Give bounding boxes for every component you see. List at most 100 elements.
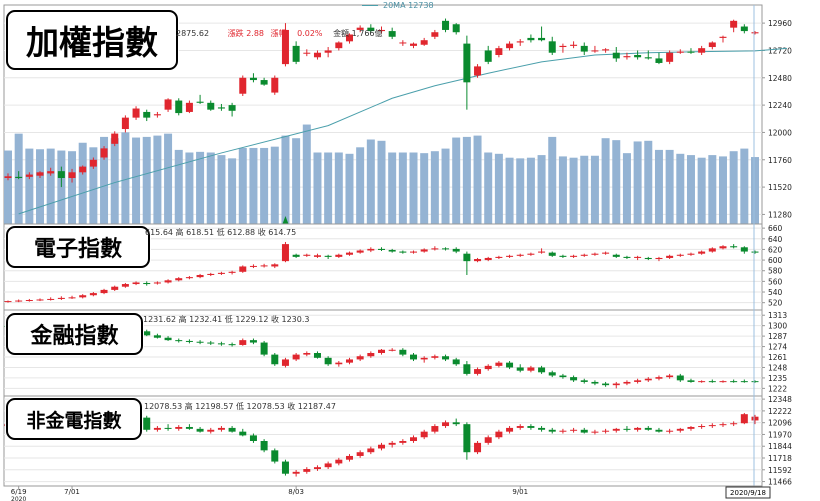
candle-body — [516, 254, 524, 256]
candle-body — [410, 354, 418, 360]
candle-body — [121, 117, 129, 130]
candle-body — [538, 251, 546, 253]
volume-bar — [516, 158, 525, 224]
candle-body — [602, 252, 610, 254]
candle-body — [548, 252, 556, 256]
panel-info-taiex: 2875.62 漲跌 2.88 漲幅 0.02% 金額 1,766億 — [176, 28, 383, 39]
volume-bar — [345, 153, 354, 224]
candle-body — [495, 48, 503, 55]
candle-body — [399, 251, 407, 253]
candle-body — [260, 265, 268, 267]
candle-body — [452, 248, 460, 252]
candle-body — [751, 381, 759, 383]
candle-body — [548, 429, 556, 432]
candle-body — [751, 251, 759, 253]
candle-body — [751, 32, 759, 34]
candle-body — [345, 359, 353, 363]
ytick-label: 1300 — [768, 322, 787, 331]
candle-body — [580, 254, 588, 256]
candle-body — [345, 455, 353, 460]
candle-body — [698, 426, 706, 428]
volume-bar — [260, 147, 269, 224]
candle-body — [164, 427, 172, 429]
candle-body — [378, 29, 385, 32]
candle-body — [228, 105, 236, 111]
ytick-label: 12480 — [768, 74, 792, 83]
volume-bar — [590, 155, 599, 224]
candle-body — [676, 254, 684, 256]
candle-body — [740, 414, 748, 424]
candle-body — [335, 362, 343, 365]
candle-body — [623, 56, 631, 58]
candle-body — [324, 357, 332, 365]
candle-body — [132, 108, 140, 118]
candle-body — [100, 148, 108, 158]
candle-body — [420, 431, 428, 438]
candle-body — [196, 274, 204, 278]
candle-body — [271, 77, 279, 93]
volume-bar — [729, 151, 738, 224]
candle-body — [399, 349, 407, 355]
volume-bar — [46, 148, 55, 224]
ytick-label: 12096 — [768, 419, 792, 428]
candle-body — [378, 444, 385, 449]
volume-bar — [313, 152, 322, 224]
candle-body — [25, 300, 33, 302]
candle-body — [559, 255, 567, 257]
ma-legend-swatch — [362, 5, 378, 6]
candle-body — [687, 253, 695, 255]
candle-body — [442, 422, 450, 427]
volume-bar — [36, 149, 45, 224]
volume-bar — [622, 153, 631, 224]
candle-body — [217, 427, 225, 430]
candle-body — [431, 32, 439, 37]
volume-bar — [196, 151, 205, 224]
candle-body — [484, 50, 492, 62]
candle-body — [431, 356, 439, 358]
volume-bar — [4, 150, 12, 224]
candle-body — [164, 337, 172, 341]
ytick-label: 12222 — [768, 407, 792, 416]
candle-body — [79, 295, 87, 298]
volume-bar — [100, 136, 109, 224]
candle-body — [47, 171, 55, 174]
ytick-label: 12720 — [768, 46, 792, 55]
candle-body — [580, 429, 588, 433]
candle-body — [687, 426, 695, 429]
candle-body — [687, 51, 695, 53]
candle-body — [655, 257, 663, 260]
candle-body — [676, 51, 684, 53]
candle-body — [68, 297, 76, 299]
candle-body — [303, 52, 311, 54]
candle-body — [708, 381, 716, 383]
candle-body — [655, 429, 663, 432]
candle-body — [591, 253, 599, 255]
candle-body — [143, 111, 151, 118]
candle-body — [474, 442, 482, 453]
volume-bar — [558, 156, 567, 224]
xtick-label: 6/19 — [11, 488, 27, 496]
candle-body — [452, 24, 460, 33]
candle-body — [111, 286, 119, 290]
volume-bar — [110, 138, 119, 224]
candle-body — [15, 176, 23, 178]
candle-body — [25, 174, 33, 177]
volume-bar — [654, 149, 663, 224]
candle-body — [175, 100, 183, 114]
candle-body — [538, 367, 546, 373]
ytick-label: 1274 — [768, 343, 787, 352]
ma-legend: 20MA 12738 — [362, 1, 434, 10]
candle-body — [591, 431, 599, 433]
candle-body — [740, 247, 748, 252]
candle-body — [527, 367, 535, 371]
candle-body — [463, 364, 471, 374]
ytick-label: 12000 — [768, 128, 792, 137]
candle-body — [15, 300, 23, 302]
candle-body — [495, 256, 503, 258]
candle-body — [474, 369, 482, 374]
candle-body — [185, 426, 193, 429]
candle-body — [538, 427, 546, 430]
candle-body — [303, 353, 311, 355]
volume-bar — [153, 135, 162, 224]
panel-title-finance: 金融指數 — [6, 313, 143, 355]
